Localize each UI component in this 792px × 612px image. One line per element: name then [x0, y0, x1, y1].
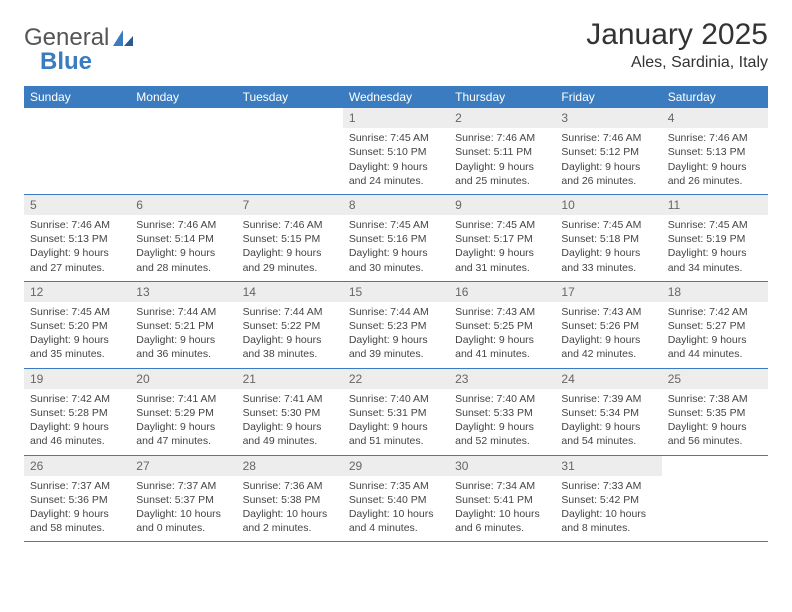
day-cell: Sunrise: 7:46 AM Sunset: 5:13 PM Dayligh…: [662, 128, 768, 194]
day-number: 12: [24, 281, 130, 302]
day-number: 18: [662, 281, 768, 302]
day-number: 29: [343, 455, 449, 476]
day-cell: Sunrise: 7:43 AM Sunset: 5:25 PM Dayligh…: [449, 302, 555, 368]
day-cell: Sunrise: 7:45 AM Sunset: 5:17 PM Dayligh…: [449, 215, 555, 281]
day-number: 23: [449, 368, 555, 389]
day-cell: Sunrise: 7:36 AM Sunset: 5:38 PM Dayligh…: [237, 476, 343, 542]
calendar-table: Sunday Monday Tuesday Wednesday Thursday…: [24, 86, 768, 542]
day-number: 14: [237, 281, 343, 302]
day-cell: [237, 128, 343, 194]
day-cell: Sunrise: 7:34 AM Sunset: 5:41 PM Dayligh…: [449, 476, 555, 542]
day-number: 3: [555, 108, 661, 128]
day-cell: Sunrise: 7:40 AM Sunset: 5:31 PM Dayligh…: [343, 389, 449, 455]
day-number: 24: [555, 368, 661, 389]
day-cell: Sunrise: 7:35 AM Sunset: 5:40 PM Dayligh…: [343, 476, 449, 542]
weekday-tuesday: Tuesday: [237, 86, 343, 108]
day-cell: Sunrise: 7:45 AM Sunset: 5:16 PM Dayligh…: [343, 215, 449, 281]
day-number: 2: [449, 108, 555, 128]
day-cell: Sunrise: 7:44 AM Sunset: 5:23 PM Dayligh…: [343, 302, 449, 368]
day-number: 19: [24, 368, 130, 389]
day-cell: Sunrise: 7:43 AM Sunset: 5:26 PM Dayligh…: [555, 302, 661, 368]
daynum-row: 567891011: [24, 194, 768, 215]
day-number: 8: [343, 194, 449, 215]
daynum-row: 12131415161718: [24, 281, 768, 302]
day-cell: Sunrise: 7:42 AM Sunset: 5:28 PM Dayligh…: [24, 389, 130, 455]
daynum-row: 262728293031: [24, 455, 768, 476]
weekday-thursday: Thursday: [449, 86, 555, 108]
day-number: 21: [237, 368, 343, 389]
logo-sail-icon: [111, 28, 135, 48]
day-cell: Sunrise: 7:46 AM Sunset: 5:14 PM Dayligh…: [130, 215, 236, 281]
day-number: 27: [130, 455, 236, 476]
day-cell: Sunrise: 7:42 AM Sunset: 5:27 PM Dayligh…: [662, 302, 768, 368]
day-number: 22: [343, 368, 449, 389]
weekday-monday: Monday: [130, 86, 236, 108]
day-number: 4: [662, 108, 768, 128]
day-number: 16: [449, 281, 555, 302]
day-number: 5: [24, 194, 130, 215]
day-cell: Sunrise: 7:37 AM Sunset: 5:36 PM Dayligh…: [24, 476, 130, 542]
day-cell: Sunrise: 7:41 AM Sunset: 5:29 PM Dayligh…: [130, 389, 236, 455]
day-number: 1: [343, 108, 449, 128]
day-number: 17: [555, 281, 661, 302]
day-number: 25: [662, 368, 768, 389]
title-block: January 2025 Ales, Sardinia, Italy: [586, 18, 768, 72]
header: General January 2025 Ales, Sardinia, Ita…: [24, 18, 768, 72]
day-number: [130, 108, 236, 128]
day-cell: Sunrise: 7:41 AM Sunset: 5:30 PM Dayligh…: [237, 389, 343, 455]
day-cell: Sunrise: 7:45 AM Sunset: 5:18 PM Dayligh…: [555, 215, 661, 281]
day-cell: Sunrise: 7:45 AM Sunset: 5:20 PM Dayligh…: [24, 302, 130, 368]
day-number: 6: [130, 194, 236, 215]
day-cell: Sunrise: 7:45 AM Sunset: 5:19 PM Dayligh…: [662, 215, 768, 281]
weekday-wednesday: Wednesday: [343, 86, 449, 108]
day-cell: [24, 128, 130, 194]
calendar-body: 1234Sunrise: 7:45 AM Sunset: 5:10 PM Day…: [24, 108, 768, 542]
day-cell: Sunrise: 7:37 AM Sunset: 5:37 PM Dayligh…: [130, 476, 236, 542]
weekday-header-row: Sunday Monday Tuesday Wednesday Thursday…: [24, 86, 768, 108]
day-cell: Sunrise: 7:39 AM Sunset: 5:34 PM Dayligh…: [555, 389, 661, 455]
day-number: 20: [130, 368, 236, 389]
day-cell: Sunrise: 7:38 AM Sunset: 5:35 PM Dayligh…: [662, 389, 768, 455]
day-cell: Sunrise: 7:45 AM Sunset: 5:10 PM Dayligh…: [343, 128, 449, 194]
logo-line2: Blue: [40, 48, 92, 76]
day-number: [24, 108, 130, 128]
day-cell: Sunrise: 7:46 AM Sunset: 5:13 PM Dayligh…: [24, 215, 130, 281]
day-cell: Sunrise: 7:40 AM Sunset: 5:33 PM Dayligh…: [449, 389, 555, 455]
logo-text-blue: Blue: [40, 48, 92, 76]
detail-row: Sunrise: 7:46 AM Sunset: 5:13 PM Dayligh…: [24, 215, 768, 281]
daynum-row: 1234: [24, 108, 768, 128]
day-cell: [130, 128, 236, 194]
day-number: 26: [24, 455, 130, 476]
day-number: 7: [237, 194, 343, 215]
day-cell: Sunrise: 7:44 AM Sunset: 5:22 PM Dayligh…: [237, 302, 343, 368]
day-number: [237, 108, 343, 128]
weekday-sunday: Sunday: [24, 86, 130, 108]
daynum-row: 19202122232425: [24, 368, 768, 389]
detail-row: Sunrise: 7:45 AM Sunset: 5:10 PM Dayligh…: [24, 128, 768, 194]
month-title: January 2025: [586, 18, 768, 52]
day-cell: [662, 476, 768, 542]
detail-row: Sunrise: 7:45 AM Sunset: 5:20 PM Dayligh…: [24, 302, 768, 368]
day-cell: Sunrise: 7:46 AM Sunset: 5:11 PM Dayligh…: [449, 128, 555, 194]
day-number: 28: [237, 455, 343, 476]
day-number: 15: [343, 281, 449, 302]
day-cell: Sunrise: 7:46 AM Sunset: 5:15 PM Dayligh…: [237, 215, 343, 281]
day-cell: Sunrise: 7:44 AM Sunset: 5:21 PM Dayligh…: [130, 302, 236, 368]
day-cell: Sunrise: 7:33 AM Sunset: 5:42 PM Dayligh…: [555, 476, 661, 542]
day-cell: Sunrise: 7:46 AM Sunset: 5:12 PM Dayligh…: [555, 128, 661, 194]
day-number: 9: [449, 194, 555, 215]
weekday-friday: Friday: [555, 86, 661, 108]
day-number: 13: [130, 281, 236, 302]
day-number: 11: [662, 194, 768, 215]
day-number: 10: [555, 194, 661, 215]
day-number: 31: [555, 455, 661, 476]
location: Ales, Sardinia, Italy: [586, 54, 768, 72]
weekday-saturday: Saturday: [662, 86, 768, 108]
detail-row: Sunrise: 7:42 AM Sunset: 5:28 PM Dayligh…: [24, 389, 768, 455]
day-number: [662, 455, 768, 476]
day-number: 30: [449, 455, 555, 476]
detail-row: Sunrise: 7:37 AM Sunset: 5:36 PM Dayligh…: [24, 476, 768, 542]
